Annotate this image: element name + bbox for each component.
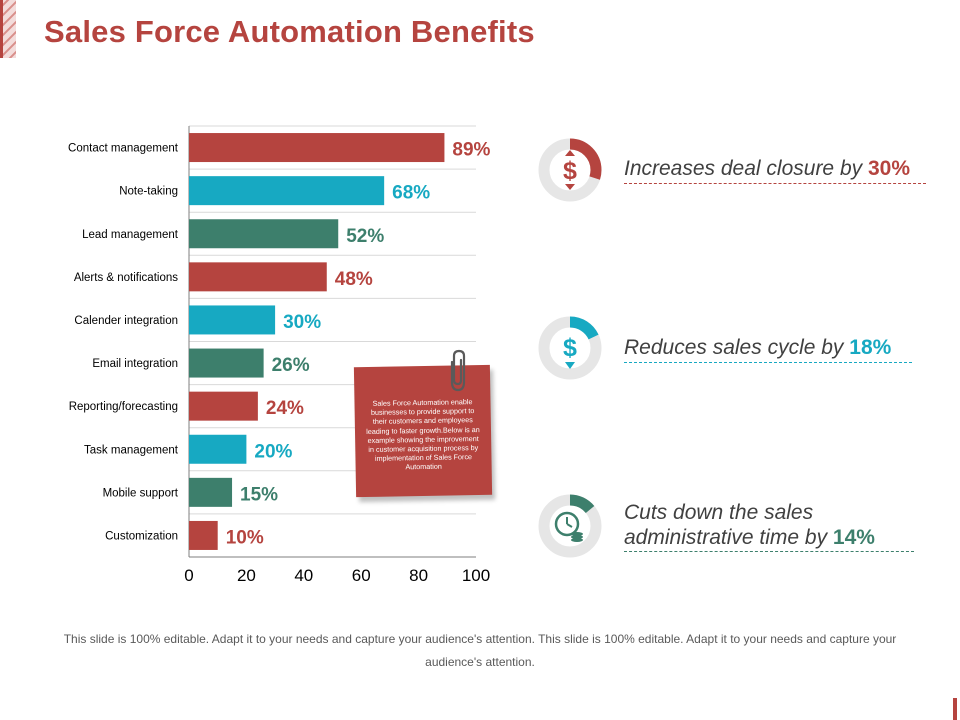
footer-accent bbox=[953, 698, 957, 720]
category-label: Note-taking bbox=[119, 186, 178, 198]
bar bbox=[189, 305, 276, 335]
data-label: 24% bbox=[266, 398, 304, 419]
admin-time-ring bbox=[538, 494, 602, 558]
category-label: Contact management bbox=[68, 143, 179, 155]
bar bbox=[189, 348, 264, 378]
data-label: 20% bbox=[254, 441, 292, 462]
category-label: Lead management bbox=[82, 229, 179, 241]
dollar-arrows-icon: $ bbox=[563, 150, 577, 190]
bar-chart-svg: Contact management 89% Note-taking 68% Lead … bbox=[68, 125, 491, 585]
category-label: Email integration bbox=[92, 358, 178, 370]
data-label: 68% bbox=[392, 183, 430, 204]
note-card: Sales Force Automation enable businesses… bbox=[353, 364, 493, 498]
x-tick-label: 100 bbox=[462, 566, 490, 585]
sales-cycle-ring: $ bbox=[538, 316, 602, 380]
data-label: 26% bbox=[272, 355, 310, 376]
benefit-deal-closure: $ Increases deal closure by 30% bbox=[536, 136, 936, 216]
x-tick-label: 60 bbox=[352, 566, 371, 585]
x-tick-label: 0 bbox=[184, 566, 193, 585]
category-label: Alerts & notifications bbox=[74, 272, 178, 284]
bar bbox=[189, 262, 327, 292]
svg-text:$: $ bbox=[563, 157, 577, 185]
benefit-underline bbox=[624, 183, 926, 184]
bar bbox=[189, 219, 339, 249]
data-label: 15% bbox=[240, 484, 278, 505]
benefit-underline bbox=[624, 551, 914, 552]
bar bbox=[189, 133, 445, 163]
dollar-down-icon: $ bbox=[563, 334, 577, 369]
x-tick-label: 40 bbox=[294, 566, 313, 585]
category-label: Calender integration bbox=[74, 315, 178, 327]
bar bbox=[189, 176, 385, 206]
paperclip-icon bbox=[444, 348, 470, 394]
deal-closure-ring: $ bbox=[538, 138, 602, 202]
x-tick-label: 20 bbox=[237, 566, 256, 585]
category-label: Reporting/forecasting bbox=[69, 401, 178, 413]
data-label: 52% bbox=[346, 226, 384, 247]
bar bbox=[189, 477, 233, 507]
category-label: Task management bbox=[84, 444, 179, 456]
category-label: Mobile support bbox=[103, 487, 179, 499]
page-title: Sales Force Automation Benefits bbox=[44, 14, 535, 49]
bar bbox=[189, 434, 247, 464]
data-label: 89% bbox=[452, 140, 490, 161]
benefit-percentage: 18% bbox=[849, 336, 892, 359]
bar bbox=[189, 520, 218, 550]
category-label: Customization bbox=[105, 530, 178, 542]
footer-text: This slide is 100% editable. Adapt it to… bbox=[63, 632, 897, 669]
benefit-percentage: 30% bbox=[867, 157, 910, 180]
data-label: 30% bbox=[283, 312, 321, 333]
data-label: 48% bbox=[335, 269, 373, 290]
benefit-text: Cuts down the sales administrative time … bbox=[624, 501, 875, 549]
corner-decoration bbox=[0, 0, 16, 58]
benefit-percentage: 14% bbox=[832, 526, 875, 549]
benefit-sales-cycle: $ Reduces sales cycle by 18% bbox=[536, 314, 936, 394]
benefit-admin-time: Cuts down the sales administrative time … bbox=[536, 492, 936, 572]
bar bbox=[189, 391, 258, 421]
benefit-text: Increases deal closure by 30% bbox=[624, 157, 910, 180]
clock-coins-icon bbox=[554, 511, 583, 542]
x-tick-label: 80 bbox=[409, 566, 428, 585]
benefit-text: Reduces sales cycle by 18% bbox=[624, 336, 892, 359]
bar-chart: Contact management 89% Note-taking 68% Lead … bbox=[0, 110, 520, 600]
svg-text:$: $ bbox=[563, 334, 577, 362]
note-text: Sales Force Automation enable businesses… bbox=[366, 397, 480, 472]
benefit-underline bbox=[624, 362, 912, 363]
data-label: 10% bbox=[226, 527, 264, 548]
